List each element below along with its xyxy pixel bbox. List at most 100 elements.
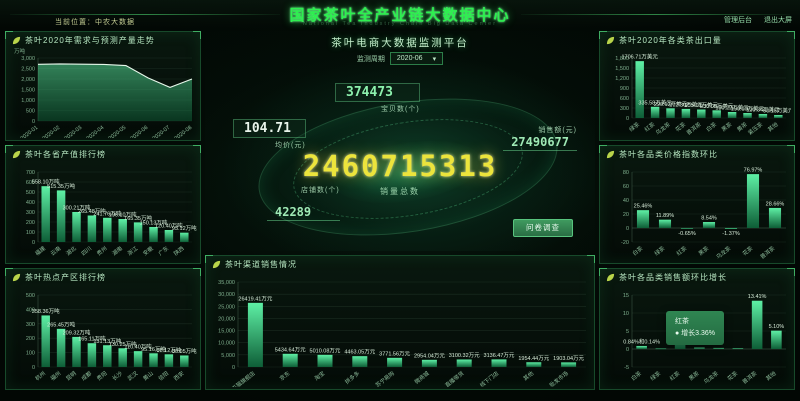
svg-text:0: 0 (32, 119, 35, 125)
export-volume-bar-chart[interactable]: 0 300 600 900 1,200 1,500 1,800 1706.71万美元 绿茶 335… (604, 47, 794, 138)
panel-yield-trend-title: 茶叶2020年需求与预测产量走势 (6, 32, 200, 46)
svg-text:3,000: 3,000 (21, 56, 35, 62)
province-output-bar-chart[interactable]: 0 100 200 300 400 500 600 700 558.10万吨 福建 515.35万吨… (10, 161, 197, 262)
svg-text:88.12万吨: 88.12万吨 (157, 346, 182, 354)
svg-text:25,000: 25,000 (218, 304, 235, 310)
svg-text:苏宁易购: 苏宁易购 (374, 369, 397, 387)
svg-text:2,000: 2,000 (21, 77, 35, 83)
svg-text:杭州: 杭州 (33, 370, 47, 383)
page-title: 国家茶叶全产业链大数据中心 (289, 6, 511, 24)
svg-text:15,000: 15,000 (218, 328, 235, 334)
stat-label: 销售额(元) (538, 127, 577, 134)
sales-growth-bar-chart[interactable]: -5 0 5 10 15 0.84%和0.14% 白茶 绿茶 红茶 黑茶 乌龙茶 花茶 13.41% 普洱… (604, 284, 791, 387)
svg-text:其他: 其他 (521, 369, 535, 382)
svg-text:2020-04: 2020-04 (86, 125, 106, 138)
svg-text:白茶: 白茶 (629, 369, 643, 382)
svg-text:其他: 其他 (764, 369, 778, 382)
chevron-down-icon: ▾ (432, 55, 437, 63)
svg-text:淘宝: 淘宝 (313, 369, 327, 382)
panel-export-volume-title: 茶叶2020年各类茶出口量 (600, 32, 794, 46)
svg-text:0: 0 (232, 365, 235, 371)
svg-text:900: 900 (620, 86, 629, 92)
svg-text:普洱茶: 普洱茶 (685, 120, 703, 137)
svg-text:5: 5 (626, 329, 629, 335)
svg-text:515.35万吨: 515.35万吨 (47, 182, 75, 190)
breadcrumb: 当前位置：中农大数据 (55, 19, 135, 26)
svg-text:3136.47万元: 3136.47万元 (484, 352, 515, 359)
period-select-value: 2020-06 (396, 55, 423, 62)
panel-title-text: 茶叶各品类销售额环比增长 (619, 273, 727, 283)
svg-text:500: 500 (26, 293, 35, 299)
stat-value: 374473 (335, 83, 420, 102)
panel-sales-growth: 茶叶各品类销售额环比增长 -5 0 5 10 15 0.84%和0.14% 白茶 绿茶 红茶 黑茶… (599, 268, 795, 390)
svg-text:0: 0 (32, 240, 35, 246)
svg-text:1954.44万元: 1954.44万元 (518, 354, 549, 361)
price-index-bar-chart[interactable]: -20 0 20 40 60 80 25.46% 白茶 11.89% 绿茶 -0.65% 红茶 8.54… (604, 161, 791, 262)
svg-text:26419.41万元: 26419.41万元 (238, 295, 272, 302)
svg-text:5010.08万元: 5010.08万元 (310, 347, 341, 354)
svg-text:1,800: 1,800 (615, 56, 629, 62)
svg-text:2,500: 2,500 (21, 67, 35, 73)
svg-text:230.08万美元: 230.08万美元 (700, 102, 734, 110)
svg-text:昆明: 昆明 (65, 370, 78, 383)
svg-text:28.66%: 28.66% (766, 201, 785, 207)
period-filter-label: 监测周期 (356, 55, 385, 63)
svg-text:11.89%: 11.89% (656, 213, 674, 219)
ecommerce-monitor-visualization: 茶叶电商大数据监测平台 监测周期 2020-06 ▾ 374473 宝贝数(个)… (205, 31, 595, 251)
svg-text:贵州: 贵州 (95, 244, 109, 257)
svg-text:30,000: 30,000 (218, 292, 235, 298)
stat-label: 宝贝数(个) (381, 106, 420, 113)
svg-text:196.10万吨: 196.10万吨 (109, 210, 137, 218)
svg-text:1,000: 1,000 (21, 98, 35, 104)
svg-text:花茶: 花茶 (726, 369, 740, 382)
yield-trend-line-chart[interactable]: 0 500 1,000 1,500 2,000 2,500 3,000 万吨 2020-01 20… (10, 47, 197, 142)
stat-label: 销量总数 (380, 187, 420, 196)
svg-text:290.12万美元: 290.12万美元 (654, 100, 688, 108)
svg-text:万吨: 万吨 (14, 47, 26, 55)
svg-text:95.16万吨: 95.16万吨 (141, 345, 166, 353)
svg-text:0: 0 (32, 365, 35, 371)
svg-text:3771.56万元: 3771.56万元 (379, 350, 410, 357)
svg-text:长沙: 长沙 (110, 369, 124, 382)
panel-yield-trend: 茶叶2020年需求与预测产量走势 0 500 1,000 1,500 2,000 2,50… (5, 31, 201, 142)
exit-fullscreen-link[interactable]: 退出大屏 (764, 17, 792, 24)
svg-text:陕西: 陕西 (172, 244, 186, 257)
panel-title-text: 茶叶各品类价格指数环比 (619, 149, 718, 159)
svg-text:湖南: 湖南 (110, 244, 124, 257)
svg-text:1,200: 1,200 (615, 76, 629, 82)
svg-text:25.46%: 25.46% (634, 203, 653, 209)
period-select[interactable]: 2020-06 ▾ (389, 52, 444, 65)
svg-text:93.12万吨: 93.12万吨 (172, 224, 197, 232)
svg-text:白茶: 白茶 (631, 244, 645, 257)
admin-link[interactable]: 管理后台 (724, 17, 752, 24)
panel-title-text: 茶叶热点产区排行榜 (25, 273, 106, 283)
channel-sales-bar-chart[interactable]: 0 5,000 10,000 15,000 20,000 25,000 30,000 35,0… (210, 271, 591, 392)
center-column: 茶叶电商大数据监测平台 监测周期 2020-06 ▾ 374473 宝贝数(个)… (205, 31, 595, 392)
hot-region-bar-chart[interactable]: 0 100 200 300 400 500 358.36万吨 杭州 265.45万吨 福州 209.… (10, 284, 197, 387)
svg-text:安徽: 安徽 (141, 244, 155, 257)
leaf-icon (606, 36, 615, 45)
svg-text:-0.65%: -0.65% (678, 231, 696, 237)
svg-text:8.54%: 8.54% (701, 215, 717, 221)
stat-value: 27490677 (503, 135, 577, 151)
svg-text:福建: 福建 (33, 244, 47, 257)
svg-text:272.30万美元: 272.30万美元 (669, 100, 703, 108)
svg-text:0.84%和0.14%: 0.84%和0.14% (623, 338, 660, 346)
svg-text:2954.04万元: 2954.04万元 (414, 352, 445, 359)
svg-text:信阳: 信阳 (157, 370, 171, 383)
svg-text:358.36万吨: 358.36万吨 (32, 307, 60, 315)
leaf-icon (12, 150, 21, 158)
panel-title-text: 茶叶2020年需求与预测产量走势 (25, 36, 155, 45)
svg-text:120.40万吨: 120.40万吨 (155, 221, 183, 229)
svg-text:10,000: 10,000 (218, 340, 235, 346)
panel-title-text: 茶叶2020年各类茶出口量 (619, 36, 722, 45)
svg-text:200: 200 (26, 220, 35, 226)
svg-text:乌龙茶: 乌龙茶 (654, 120, 672, 137)
svg-text:60: 60 (623, 184, 629, 190)
svg-text:1,500: 1,500 (615, 66, 629, 72)
survey-button[interactable]: 问卷调查 (513, 218, 573, 237)
svg-text:四川: 四川 (80, 245, 93, 257)
svg-text:贵阳: 贵阳 (95, 370, 109, 383)
svg-text:300: 300 (620, 106, 629, 112)
panel-province-output: 茶叶各省产值排行榜 0 100 200 300 400 500 600 700 558.10万吨… (5, 144, 201, 265)
